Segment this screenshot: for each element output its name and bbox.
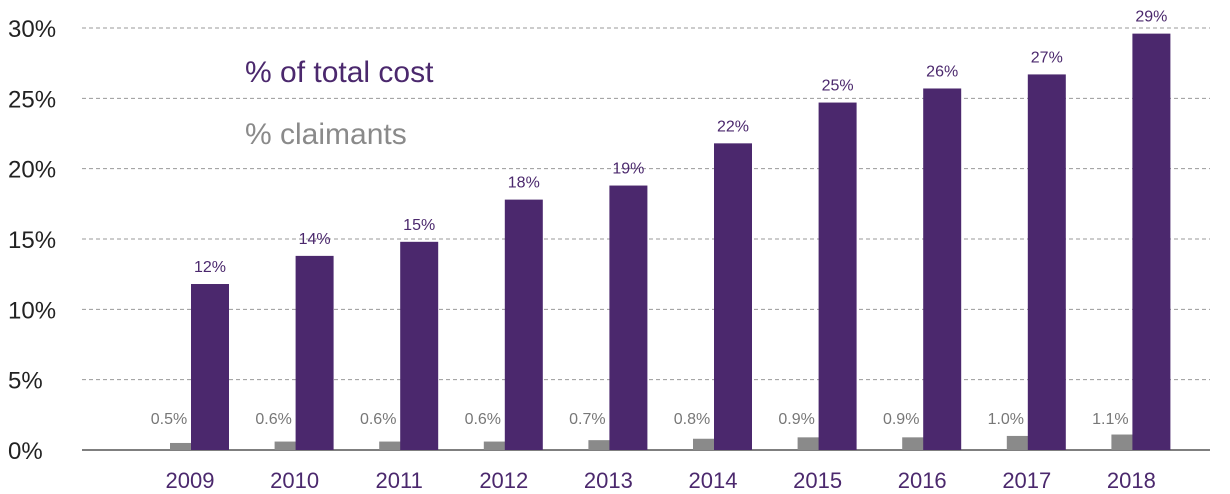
bar-total-cost — [1027, 74, 1066, 451]
data-label-claimants: 0.6% — [360, 411, 396, 428]
data-label-total-cost: 29% — [1135, 9, 1167, 26]
bar-claimants — [588, 440, 627, 450]
y-tick-label: 20% — [8, 157, 56, 184]
data-label-total-cost: 25% — [822, 78, 854, 95]
y-tick-label: 5% — [8, 368, 43, 395]
gridlines — [82, 27, 1210, 381]
data-label-total-cost: 14% — [299, 231, 331, 248]
bar-claimants — [274, 441, 313, 450]
x-tick-label: 2018 — [1107, 468, 1156, 493]
bar-claimants — [483, 441, 522, 450]
data-label-total-cost: 22% — [717, 118, 749, 135]
data-label-total-cost: 12% — [194, 259, 226, 276]
bar-total-cost — [818, 102, 857, 450]
bar-claimants — [170, 442, 208, 450]
bar-total-cost — [191, 284, 229, 450]
data-label-claimants: 0.8% — [674, 411, 710, 428]
bar-claimants — [693, 438, 731, 450]
x-tick-label: 2016 — [898, 468, 947, 493]
y-axis: 0% 5% 10% 15% 20% 25% 30% — [8, 16, 56, 465]
y-tick-label: 10% — [8, 297, 56, 324]
bar-total-cost — [609, 185, 648, 450]
bar-total-cost — [295, 255, 334, 450]
bars — [170, 33, 1171, 451]
bar-total-cost — [1132, 33, 1171, 450]
x-tick-label: 2013 — [584, 468, 633, 493]
data-label-total-cost: 15% — [403, 217, 435, 234]
data-label-claimants: 1.0% — [988, 411, 1024, 428]
data-label-total-cost: 19% — [612, 161, 644, 178]
data-label-claimants: 1.1% — [1092, 411, 1128, 428]
data-label-claimants: 0.6% — [255, 411, 291, 428]
x-tick-label: 2009 — [166, 468, 215, 493]
y-tick-label: 15% — [8, 227, 56, 254]
data-label-claimants: 0.6% — [465, 411, 501, 428]
data-label-claimants: 0.9% — [778, 411, 814, 428]
data-label-claimants: 0.5% — [151, 411, 187, 428]
data-label-total-cost: 26% — [926, 63, 958, 80]
data-label-claimants: 0.9% — [883, 411, 919, 428]
bar-total-cost — [400, 241, 439, 450]
bar-total-cost — [504, 199, 543, 450]
x-tick-label: 2012 — [479, 468, 528, 493]
legend-series-cost: % of total cost — [245, 56, 434, 89]
x-tick-label: 2015 — [793, 468, 842, 493]
legend-series-claimants: % claimants — [245, 118, 407, 151]
legend: % of total cost % claimants — [245, 56, 434, 151]
x-axis: 2009 2010 2011 2012 2013 2014 2015 2016 2017 2018 — [166, 468, 1156, 493]
y-tick-label: 30% — [8, 16, 56, 43]
bar-total-cost — [714, 143, 752, 450]
data-label-claimants: 0.7% — [569, 411, 605, 428]
x-tick-label: 2010 — [270, 468, 319, 493]
data-label-total-cost: 18% — [508, 175, 540, 192]
x-tick-label: 2011 — [376, 468, 423, 493]
bar-total-cost — [923, 88, 962, 450]
data-label-total-cost: 27% — [1031, 49, 1063, 66]
bar-claimants — [379, 441, 418, 450]
data-labels: 0.5% 12% 0.6% 14% 0.6% 15% 0.6% 18% 0.7% 19% 0.8% 2… — [151, 9, 1168, 428]
x-tick-label: 2014 — [689, 468, 738, 493]
y-tick-label: 25% — [8, 86, 56, 113]
y-tick-label: 0% — [8, 438, 43, 465]
x-tick-label: 2017 — [1002, 468, 1051, 493]
